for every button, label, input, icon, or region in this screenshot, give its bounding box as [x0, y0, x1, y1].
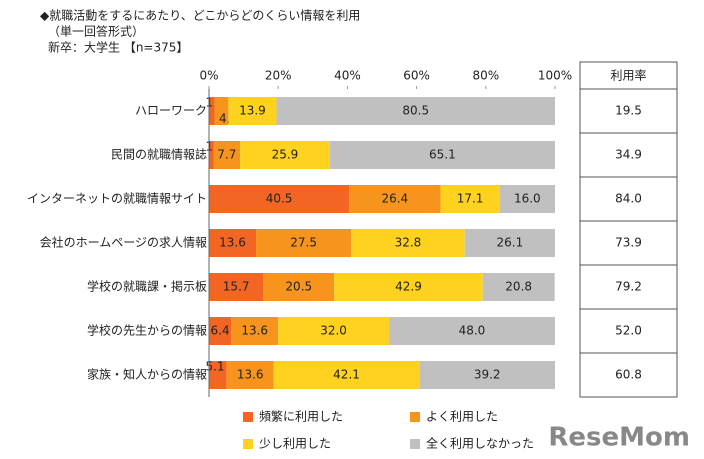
data-label: 5.1 [205, 360, 224, 374]
legend-swatch [410, 439, 420, 449]
y-tick-label: 会社のホームページの求人情報 [40, 235, 207, 250]
legend-label: 頻繁に利用した [259, 409, 343, 424]
bar-segment [464, 229, 555, 257]
data-label: 13.9 [239, 104, 266, 118]
bar-segment [482, 273, 555, 301]
data-label: 65.1 [429, 148, 456, 162]
bar-segment [440, 185, 500, 213]
x-tick-label: 0% [199, 69, 218, 83]
table-cell: 84.0 [615, 192, 642, 206]
bar-segment [388, 317, 555, 345]
bar-segment [209, 229, 257, 257]
data-label: 15.7 [223, 280, 250, 294]
bar-segment [209, 97, 215, 125]
table-header: 利用率 [610, 68, 646, 83]
data-label: 13.6 [241, 324, 268, 338]
data-label: 39.2 [474, 368, 501, 382]
data-label: 16.0 [514, 192, 541, 206]
bar-segment [209, 141, 214, 169]
legend-label: よく利用した [426, 410, 498, 424]
y-tick-label: 家族・知人からの情報 [87, 367, 207, 382]
y-tick-label: ハローワーク [135, 104, 207, 118]
x-tick-label: 40% [334, 69, 361, 83]
table-cell: 34.9 [615, 148, 642, 162]
data-label: 17.1 [457, 192, 484, 206]
bar-segment [226, 361, 274, 389]
x-tick-label: 60% [403, 69, 430, 83]
y-tick-label: 学校の就職課・掲示板 [87, 279, 207, 294]
bar-segment [231, 317, 279, 345]
data-label: 32.0 [320, 324, 347, 338]
bar-segment [213, 141, 241, 169]
bar-segment [499, 185, 555, 213]
data-label: 26.4 [381, 192, 408, 206]
table-cell: 52.0 [615, 324, 642, 338]
bar-segment [240, 141, 330, 169]
table-cell: 19.5 [615, 104, 642, 118]
bar-segment [276, 97, 555, 125]
chart-title: ◆就職活動をするにあたり、どこからどのくらい情報を利用 [40, 9, 360, 23]
y-tick-label: 学校の先生からの情報 [87, 323, 207, 338]
bar-segment [209, 185, 350, 213]
data-label: 42.1 [333, 368, 360, 382]
data-label: 42.9 [395, 280, 422, 294]
data-label: 13.6 [219, 236, 246, 250]
data-label: 40.5 [266, 192, 293, 206]
y-tick-label: インターネットの就職情報サイト [27, 192, 207, 206]
bar-segment [214, 97, 229, 125]
data-label: 13.6 [237, 368, 264, 382]
bar-segment [263, 273, 335, 301]
bar-segment [209, 273, 264, 301]
data-label: 7.7 [217, 148, 236, 162]
bar-segment [256, 229, 352, 257]
data-label: 20.5 [285, 280, 312, 294]
bar-segment [209, 361, 227, 389]
data-label: 80.5 [402, 104, 429, 118]
legend-label: 少し利用した [259, 437, 331, 451]
legend-swatch [243, 412, 253, 422]
bar-segment [334, 273, 483, 301]
data-label: 20.8 [505, 280, 532, 294]
legend-swatch [243, 439, 253, 449]
table-border [579, 61, 678, 398]
data-label: 32.8 [395, 236, 422, 250]
bar-segment [228, 97, 277, 125]
data-label: 27.5 [290, 236, 317, 250]
x-tick-label: 20% [265, 69, 292, 83]
bar-segment [329, 141, 555, 169]
legend-swatch [410, 412, 420, 422]
table-cell: 79.2 [615, 280, 642, 294]
table-cell: 73.9 [615, 236, 642, 250]
data-label: 26.1 [496, 236, 523, 250]
legend-label: 全く利用しなかった [426, 436, 534, 451]
bar-segment [273, 361, 420, 389]
x-tick-label: 100% [538, 69, 572, 83]
bar-segment [419, 361, 555, 389]
bar-segment [209, 317, 232, 345]
chart-note: 新卒：大学生 【n=375】 [48, 40, 188, 55]
bar-segment [349, 185, 441, 213]
y-tick-label: 民間の就職情報誌 [111, 147, 207, 162]
x-tick-label: 80% [472, 69, 499, 83]
chart-subtitle: （単一回答形式） [48, 24, 144, 39]
table-cell: 60.8 [615, 368, 642, 382]
watermark: ReseMom [548, 423, 690, 453]
data-label: 48.0 [459, 324, 486, 338]
bar-segment [351, 229, 465, 257]
data-label: 25.9 [272, 148, 299, 162]
data-label: 6.4 [211, 324, 230, 338]
bar-segment [278, 317, 389, 345]
